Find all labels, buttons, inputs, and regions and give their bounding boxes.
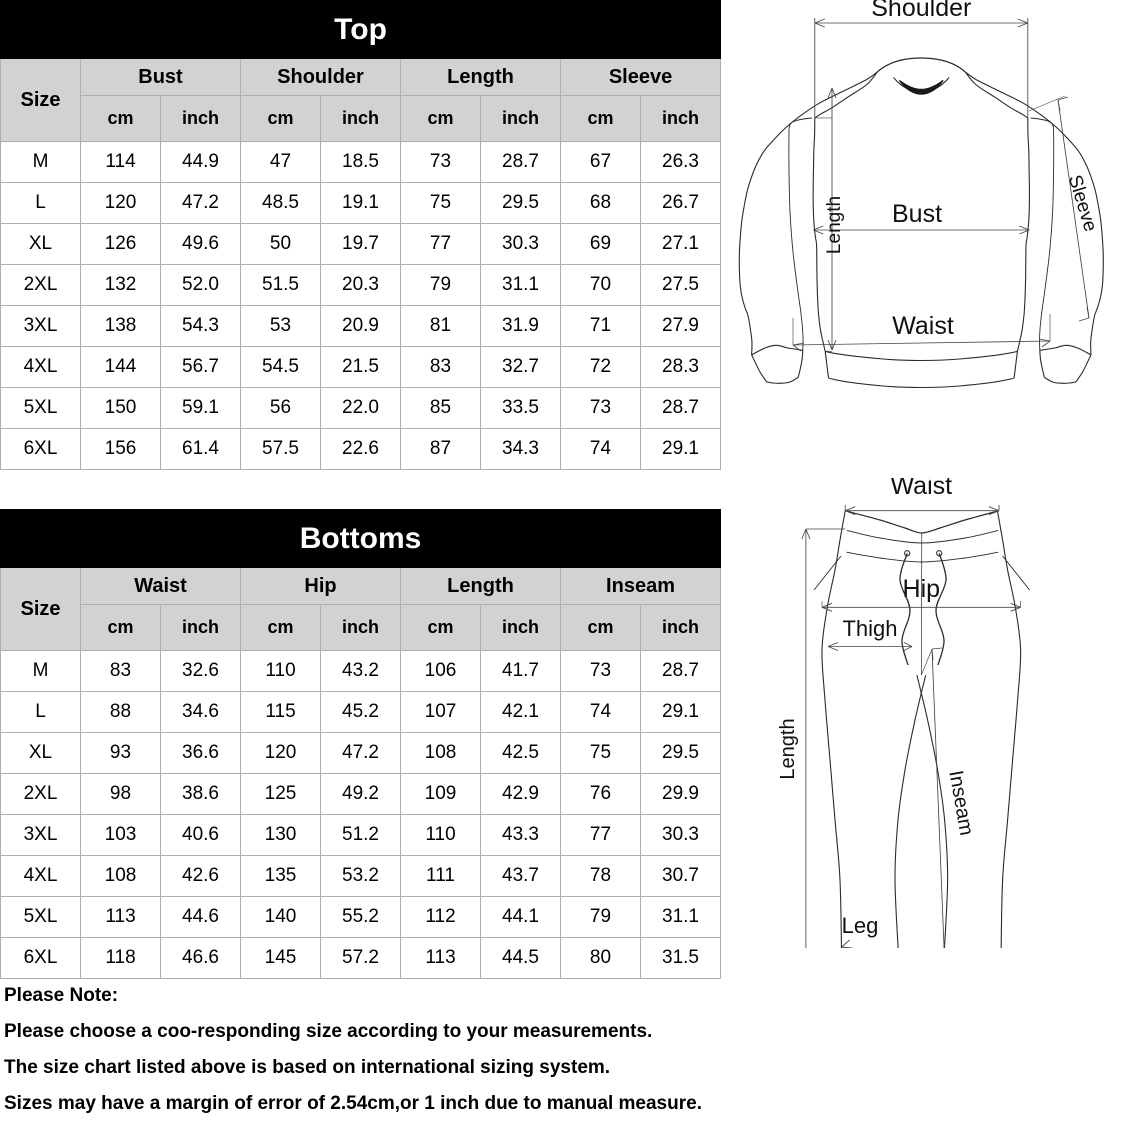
svg-text:Length: Length	[777, 718, 799, 779]
svg-text:Waist: Waist	[891, 478, 953, 500]
svg-text:Hip: Hip	[903, 575, 941, 603]
svg-text:Shoulder: Shoulder	[871, 0, 971, 22]
svg-text:Waist: Waist	[892, 312, 954, 340]
svg-text:Sleeve: Sleeve	[1064, 173, 1101, 235]
svg-text:Thigh: Thigh	[842, 616, 897, 641]
svg-text:Inseam: Inseam	[944, 769, 977, 837]
svg-text:Length: Length	[824, 196, 845, 254]
svg-text:Bust: Bust	[892, 200, 942, 228]
svg-text:Leg: Leg	[842, 913, 879, 938]
